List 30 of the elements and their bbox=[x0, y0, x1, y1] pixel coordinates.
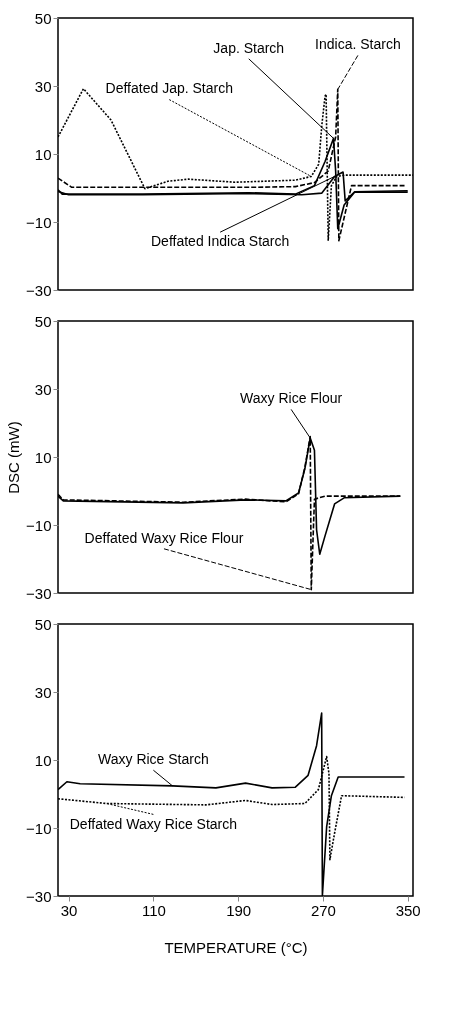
x-axis-title: TEMPERATURE (°C) bbox=[164, 938, 308, 956]
series-label: Deffated Jap. Starch bbox=[105, 80, 233, 97]
y-tick-label: −30 bbox=[26, 887, 52, 905]
x-tick-label: 110 bbox=[141, 901, 166, 919]
series-label: Waxy Rice Starch bbox=[98, 751, 209, 767]
y-tick-label: 50 bbox=[34, 312, 52, 330]
y-tick-label: 30 bbox=[34, 683, 52, 701]
y-tick-label: 10 bbox=[34, 145, 52, 163]
y-tick-label: 30 bbox=[34, 77, 52, 95]
y-tick-label: 10 bbox=[34, 448, 52, 466]
text: Waxy Rice Flour bbox=[240, 390, 343, 407]
y-tick-label: 50 bbox=[34, 9, 52, 27]
y-tick-label: −10 bbox=[26, 819, 52, 837]
text: Jap. Starch bbox=[213, 39, 285, 56]
text: Deffated Indica Starch bbox=[150, 233, 290, 250]
y-tick-label: −30 bbox=[26, 281, 52, 299]
text: Deffated Waxy Rice Flour bbox=[84, 529, 244, 546]
x-tick-label: 30 bbox=[60, 901, 78, 919]
x-tick-label: 270 bbox=[310, 901, 336, 919]
y-tick-label: −10 bbox=[26, 213, 52, 231]
text: Indica. Starch bbox=[315, 36, 401, 53]
x-tick-label: 190 bbox=[226, 901, 252, 919]
y-tick-label: 10 bbox=[34, 751, 52, 769]
x-tick-label: 350 bbox=[395, 901, 421, 919]
y-tick-label: 50 bbox=[34, 615, 52, 633]
y-tick-label: 30 bbox=[34, 380, 52, 398]
y-axis-title: DSC (mW) bbox=[5, 421, 23, 494]
y-tick-label: −30 bbox=[26, 584, 52, 602]
legend-label: Deffated Waxy Rice Starch bbox=[69, 815, 238, 832]
y-tick-label: −10 bbox=[26, 516, 52, 534]
